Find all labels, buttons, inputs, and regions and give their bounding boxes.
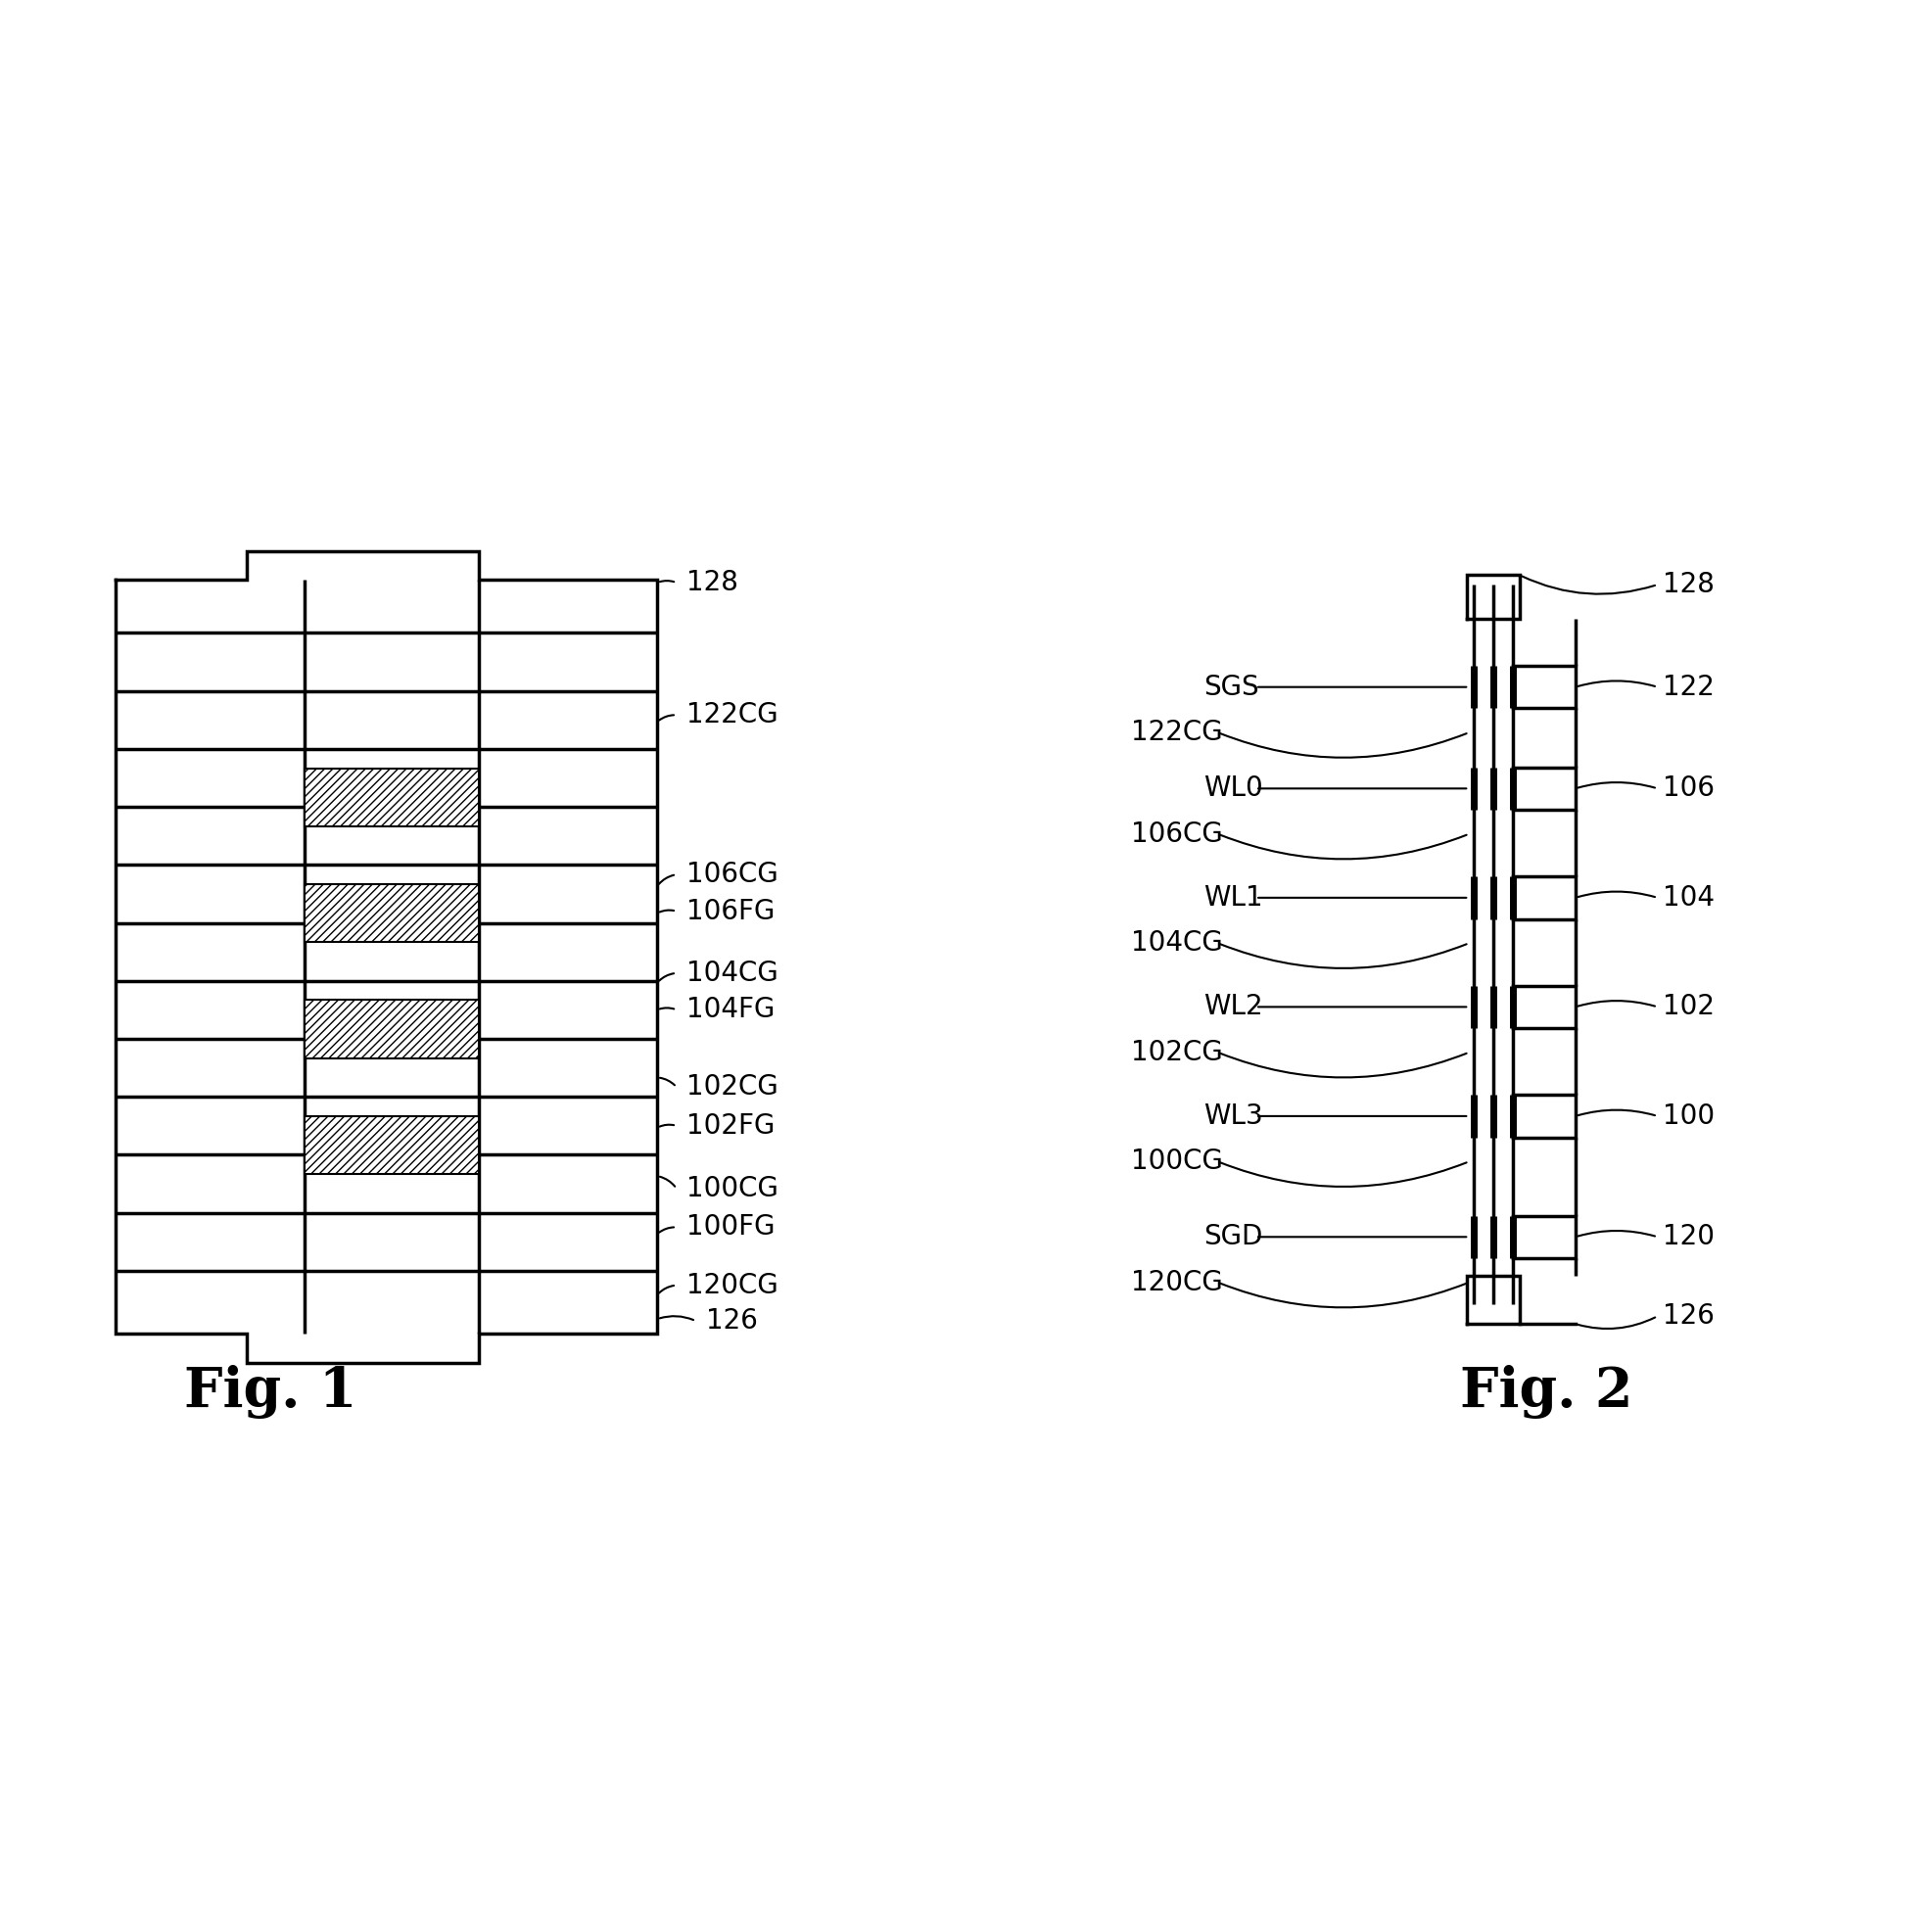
Text: 120CG: 120CG [1130, 1269, 1221, 1296]
Text: 128: 128 [1662, 571, 1714, 598]
Bar [305, 1115, 479, 1175]
Text: 128: 128 [686, 569, 738, 596]
Bar [305, 767, 479, 827]
Text: 100: 100 [1662, 1102, 1714, 1131]
Bar [305, 885, 479, 942]
Text: 106CG: 106CG [686, 862, 777, 888]
Text: 122CG: 122CG [686, 702, 777, 729]
Text: 102: 102 [1662, 992, 1714, 1021]
Text: 102FG: 102FG [686, 1111, 775, 1140]
Text: 102CG: 102CG [686, 1073, 777, 1100]
Text: 104CG: 104CG [686, 960, 777, 986]
Text: 102CG: 102CG [1130, 1038, 1221, 1065]
Text: 106CG: 106CG [1130, 821, 1221, 848]
Text: WL2: WL2 [1202, 992, 1262, 1021]
Text: 104: 104 [1662, 885, 1714, 912]
Text: Fig. 2: Fig. 2 [1459, 1365, 1633, 1419]
Text: 100CG: 100CG [686, 1175, 779, 1202]
Text: 104FG: 104FG [686, 996, 775, 1023]
Text: 106: 106 [1662, 775, 1714, 802]
Text: WL0: WL0 [1202, 775, 1262, 802]
Text: Fig. 1: Fig. 1 [184, 1365, 357, 1419]
Text: 122: 122 [1662, 673, 1714, 700]
Bar [305, 1000, 479, 1058]
Text: 126: 126 [705, 1308, 757, 1335]
Text: 120CG: 120CG [686, 1271, 777, 1298]
Text: 104CG: 104CG [1130, 929, 1221, 958]
Text: WL1: WL1 [1202, 885, 1262, 912]
Text: SGS: SGS [1202, 673, 1258, 700]
Text: 100FG: 100FG [686, 1213, 775, 1240]
Text: 106FG: 106FG [686, 898, 775, 925]
Text: SGD: SGD [1202, 1223, 1262, 1250]
Text: 120: 120 [1662, 1223, 1714, 1250]
Text: 126: 126 [1662, 1302, 1714, 1331]
Text: 100CG: 100CG [1130, 1148, 1223, 1175]
Text: 122CG: 122CG [1130, 719, 1221, 746]
Text: WL3: WL3 [1202, 1102, 1262, 1131]
